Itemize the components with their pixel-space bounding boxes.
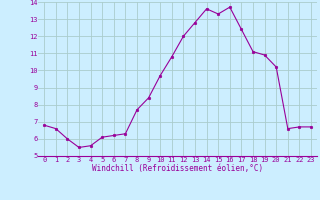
X-axis label: Windchill (Refroidissement éolien,°C): Windchill (Refroidissement éolien,°C) [92,164,263,173]
